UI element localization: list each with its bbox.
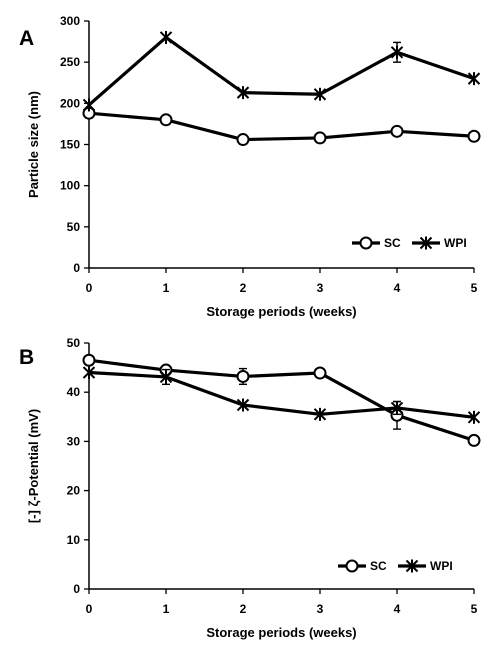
data-point [82, 353, 96, 367]
data-point [390, 401, 404, 415]
data-point [313, 407, 327, 421]
legend-label: WPI [444, 236, 467, 250]
panel-label: A [19, 27, 34, 50]
x-tick-label: 4 [394, 602, 401, 616]
x-tick-label: 3 [317, 281, 324, 295]
series-line [88, 358, 475, 442]
data-point [467, 129, 481, 143]
x-axis-title: Storage periods (weeks) [206, 304, 356, 319]
legend-item-wpi: WPI [398, 559, 453, 573]
series-line [87, 35, 475, 107]
y-tick-label: 100 [60, 179, 80, 193]
legend-marker [359, 236, 373, 250]
y-tick-label: 20 [67, 484, 81, 498]
x-tick-label: 1 [163, 602, 170, 616]
data-point [313, 131, 327, 145]
data-point [313, 87, 327, 101]
series-wpi [82, 30, 481, 112]
series-wpi [82, 366, 481, 424]
legend-marker [405, 559, 419, 573]
data-point [236, 86, 250, 100]
data-point [236, 398, 250, 412]
x-tick-label: 1 [163, 281, 170, 295]
legend-item-sc: SC [338, 559, 387, 573]
series-line [88, 370, 475, 419]
data-point [82, 366, 96, 380]
y-tick-label: 300 [60, 14, 80, 28]
y-tick-label: 0 [73, 582, 80, 596]
x-tick-label: 0 [86, 281, 93, 295]
y-tick-label: 200 [60, 96, 80, 110]
legend: SC WPI [352, 236, 467, 250]
y-tick-label: 50 [67, 220, 81, 234]
series-line [88, 111, 475, 142]
data-point [236, 369, 250, 383]
x-tick-label: 3 [317, 602, 324, 616]
data-point [82, 98, 96, 112]
x-tick-label: 5 [471, 281, 478, 295]
legend-marker [345, 559, 359, 573]
legend-label: SC [370, 559, 387, 573]
data-point [390, 124, 404, 138]
data-point [236, 133, 250, 147]
y-tick-label: 50 [67, 336, 81, 350]
series-sc [82, 353, 481, 447]
series-sc [82, 106, 481, 147]
y-axis-title: Particle size (nm) [26, 91, 41, 198]
y-axis-title: [-] ζ-Potential (mV) [26, 409, 41, 523]
legend-item-sc: SC [352, 236, 401, 250]
panel-a: A 0 50 100 150 200 250 300 0 1 2 3 4 5 Storage periods… [19, 14, 481, 319]
data-point [159, 30, 173, 44]
data-point [467, 433, 481, 447]
data-point [313, 366, 327, 380]
y-tick-label: 40 [67, 385, 81, 399]
legend-label: SC [384, 236, 401, 250]
y-tick-label: 10 [67, 533, 81, 547]
x-tick-label: 0 [86, 602, 93, 616]
data-point [390, 45, 404, 59]
y-tick-label: 30 [67, 434, 81, 448]
x-tick-label: 5 [471, 602, 478, 616]
x-tick-label: 2 [240, 602, 247, 616]
data-point [467, 72, 481, 86]
legend: SC WPI [338, 559, 453, 573]
panel-label: B [19, 346, 34, 369]
x-tick-label: 4 [394, 281, 401, 295]
y-tick-label: 150 [60, 138, 80, 152]
data-point [467, 410, 481, 424]
y-tick-label: 0 [73, 261, 80, 275]
x-axis-title: Storage periods (weeks) [206, 625, 356, 640]
legend-item-wpi: WPI [412, 236, 467, 250]
y-tick-label: 250 [60, 55, 80, 69]
data-point [159, 370, 173, 384]
panel-b: B 0 10 20 30 40 50 0 1 2 3 4 5 Storage periods (weeks… [19, 336, 481, 640]
x-tick-label: 2 [240, 281, 247, 295]
data-point [159, 113, 173, 127]
legend-marker [419, 236, 433, 250]
legend-label: WPI [430, 559, 453, 573]
